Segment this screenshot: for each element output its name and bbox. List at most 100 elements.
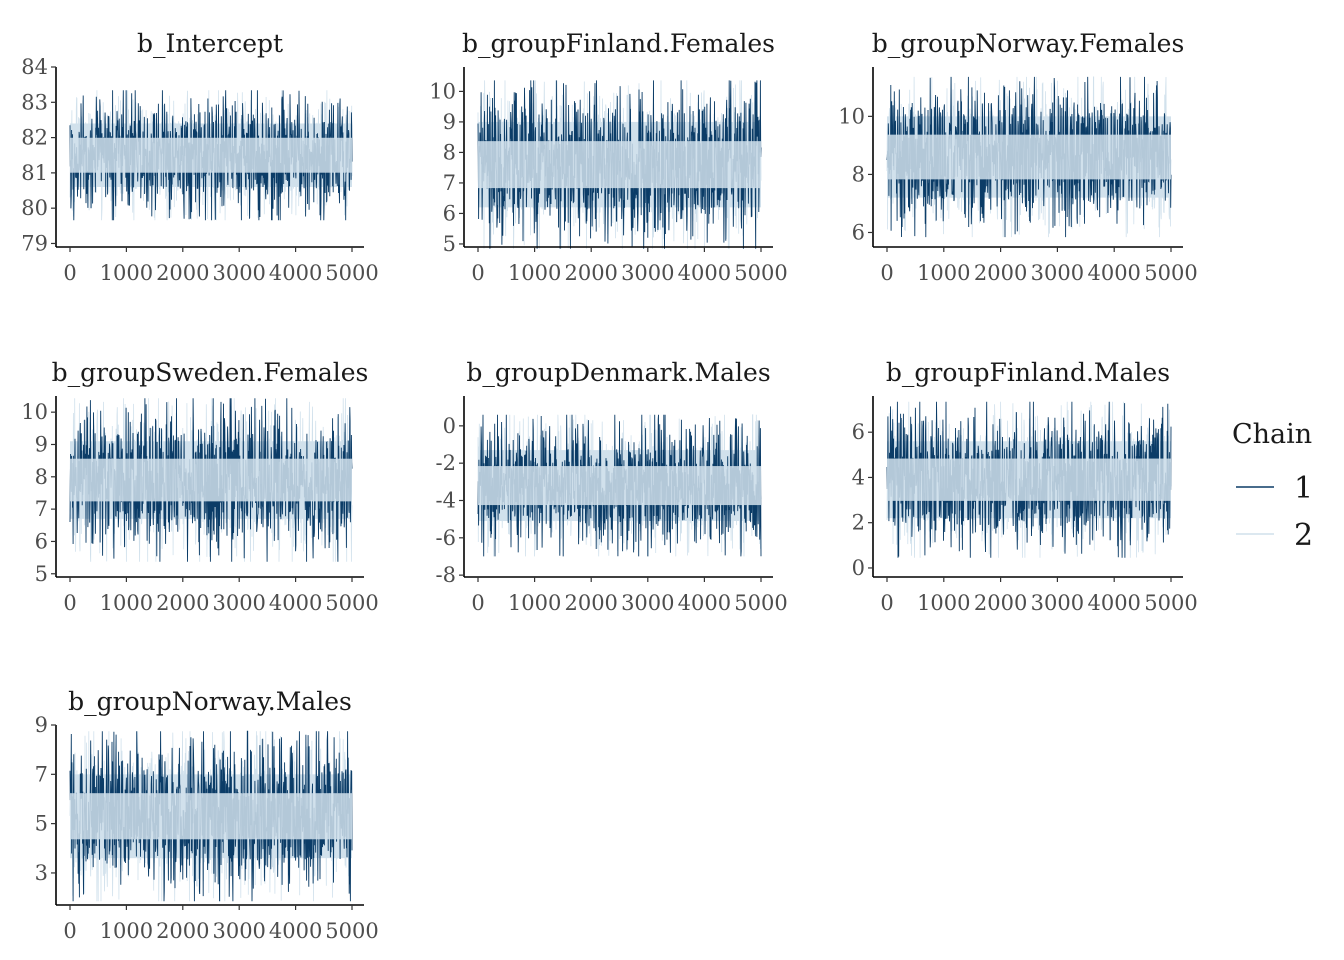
y-tick-label: 6 — [443, 201, 456, 225]
x-tick-label: 5000 — [325, 919, 378, 943]
chain-overlap-band — [70, 137, 352, 173]
trace-panel: b_groupFinland.Males 0 2 4 6 0 1000 2000 3000 400… — [852, 358, 1198, 615]
x-tick-label: 4000 — [678, 261, 731, 285]
x-tick-label: 2000 — [564, 591, 617, 615]
y-tick-label: 6 — [852, 420, 865, 444]
y-tick-label: 8 — [443, 140, 456, 164]
x-tick-label: 5000 — [325, 591, 378, 615]
y-tick-label: -4 — [436, 488, 456, 512]
y-tick-label: -6 — [436, 526, 456, 550]
panel-title: b_Intercept — [137, 29, 283, 58]
y-tick-label: 0 — [443, 414, 456, 438]
trace-panel: b_groupFinland.Females 5 6 7 8 9 10 0 1000 2000 30… — [429, 29, 787, 285]
y-tick-label: 84 — [21, 55, 48, 79]
chain-overlap-band — [887, 458, 1171, 501]
x-tick-label: 5000 — [1144, 591, 1197, 615]
y-tick-label: 5 — [35, 562, 48, 586]
panel-title: b_groupSweden.Females — [52, 358, 369, 387]
chain-overlap-band — [70, 793, 352, 840]
x-tick-label: 4000 — [1087, 591, 1140, 615]
x-tick-label: 5000 — [1144, 261, 1197, 285]
y-tick-label: -2 — [436, 451, 456, 475]
chain-overlap-band — [70, 458, 352, 502]
trace-panel: b_Intercept 79 80 81 82 83 84 0 1000 2000 3000 4000… — [21, 29, 378, 285]
y-tick-label: 83 — [21, 90, 48, 114]
chain-overlap-band — [478, 141, 761, 189]
legend-title: Chain — [1232, 419, 1312, 450]
chain-overlap-band — [478, 466, 761, 506]
y-tick-label: 2 — [852, 511, 865, 535]
trace-panel: b_groupSweden.Females 5 6 7 8 9 10 0 1000 2000 300… — [21, 358, 378, 615]
y-tick-label: 80 — [21, 196, 48, 220]
y-tick-label: 10 — [429, 79, 456, 103]
chain-1-trace — [477, 414, 762, 557]
y-tick-label: 81 — [21, 161, 48, 185]
legend-label-chain-2: 2 — [1294, 518, 1313, 553]
x-tick-label: 0 — [63, 591, 76, 615]
x-tick-label: 4000 — [269, 591, 322, 615]
x-tick-label: 1000 — [508, 261, 561, 285]
x-tick-label: 2000 — [156, 591, 209, 615]
y-tick-label: 7 — [35, 497, 48, 521]
trace-panel: b_groupNorway.Females 6 8 10 0 1000 2000 3000 40… — [838, 29, 1197, 285]
x-tick-label: 2000 — [156, 919, 209, 943]
trace-panel: b_groupDenmark.Males -8 -6 -4 -2 0 0 1000 2000 30… — [436, 358, 788, 615]
x-tick-label: 5000 — [734, 591, 787, 615]
y-tick-label: 82 — [21, 126, 48, 150]
legend-label-chain-1: 1 — [1294, 471, 1313, 506]
x-tick-label: 0 — [63, 261, 76, 285]
x-tick-label: 5000 — [325, 261, 378, 285]
legend: Chain 1 2 — [1232, 419, 1313, 553]
y-tick-label: 8 — [35, 465, 48, 489]
x-tick-label: 1000 — [508, 591, 561, 615]
y-tick-label: 10 — [838, 104, 865, 128]
y-tick-label: 9 — [35, 713, 48, 737]
y-tick-label: -8 — [436, 563, 456, 587]
x-tick-label: 2000 — [156, 261, 209, 285]
y-tick-label: 7 — [443, 171, 456, 195]
x-tick-label: 3000 — [1031, 261, 1084, 285]
y-tick-label: 5 — [35, 812, 48, 836]
y-tick-label: 79 — [21, 231, 48, 255]
y-tick-label: 0 — [852, 556, 865, 580]
x-tick-label: 0 — [471, 591, 484, 615]
x-tick-label: 0 — [63, 919, 76, 943]
chain-1-trace — [886, 76, 1172, 238]
x-tick-label: 1000 — [917, 261, 970, 285]
x-tick-label: 3000 — [1031, 591, 1084, 615]
x-tick-label: 3000 — [621, 261, 674, 285]
x-tick-label: 0 — [880, 261, 893, 285]
y-tick-label: 4 — [852, 465, 865, 489]
x-tick-label: 1000 — [917, 591, 970, 615]
x-tick-label: 4000 — [1087, 261, 1140, 285]
y-tick-label: 9 — [35, 432, 48, 456]
x-tick-label: 3000 — [212, 261, 265, 285]
y-tick-label: 7 — [35, 762, 48, 786]
trace-panel: b_groupNorway.Males 3 5 7 9 0 1000 2000 3000 4000… — [35, 687, 379, 943]
x-tick-label: 1000 — [100, 591, 153, 615]
x-tick-label: 3000 — [212, 919, 265, 943]
x-tick-label: 4000 — [678, 591, 731, 615]
x-tick-label: 2000 — [564, 261, 617, 285]
y-tick-label: 6 — [852, 220, 865, 244]
x-tick-label: 5000 — [734, 261, 787, 285]
panel-title: b_groupFinland.Females — [462, 29, 775, 58]
x-tick-label: 0 — [471, 261, 484, 285]
y-tick-label: 8 — [852, 162, 865, 186]
panel-title: b_groupFinland.Males — [886, 358, 1170, 387]
panel-title: b_groupDenmark.Males — [466, 358, 770, 387]
x-tick-label: 3000 — [621, 591, 674, 615]
x-tick-label: 3000 — [212, 591, 265, 615]
chain-overlap-band — [887, 134, 1171, 180]
x-tick-label: 1000 — [100, 919, 153, 943]
panel-title: b_groupNorway.Females — [872, 29, 1185, 58]
panel-title: b_groupNorway.Males — [68, 687, 352, 716]
x-tick-label: 1000 — [100, 261, 153, 285]
y-tick-label: 10 — [21, 400, 48, 424]
x-tick-label: 0 — [880, 591, 893, 615]
x-tick-label: 2000 — [974, 591, 1027, 615]
x-tick-label: 4000 — [269, 261, 322, 285]
x-tick-label: 2000 — [974, 261, 1027, 285]
